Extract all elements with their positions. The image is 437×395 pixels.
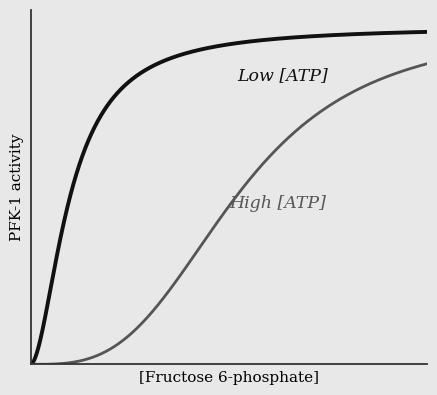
Text: Low [ATP]: Low [ATP] (237, 67, 328, 84)
Text: High [ATP]: High [ATP] (229, 196, 326, 213)
X-axis label: [Fructose 6-phosphate]: [Fructose 6-phosphate] (139, 371, 319, 385)
Y-axis label: PFK-1 activity: PFK-1 activity (10, 133, 24, 241)
